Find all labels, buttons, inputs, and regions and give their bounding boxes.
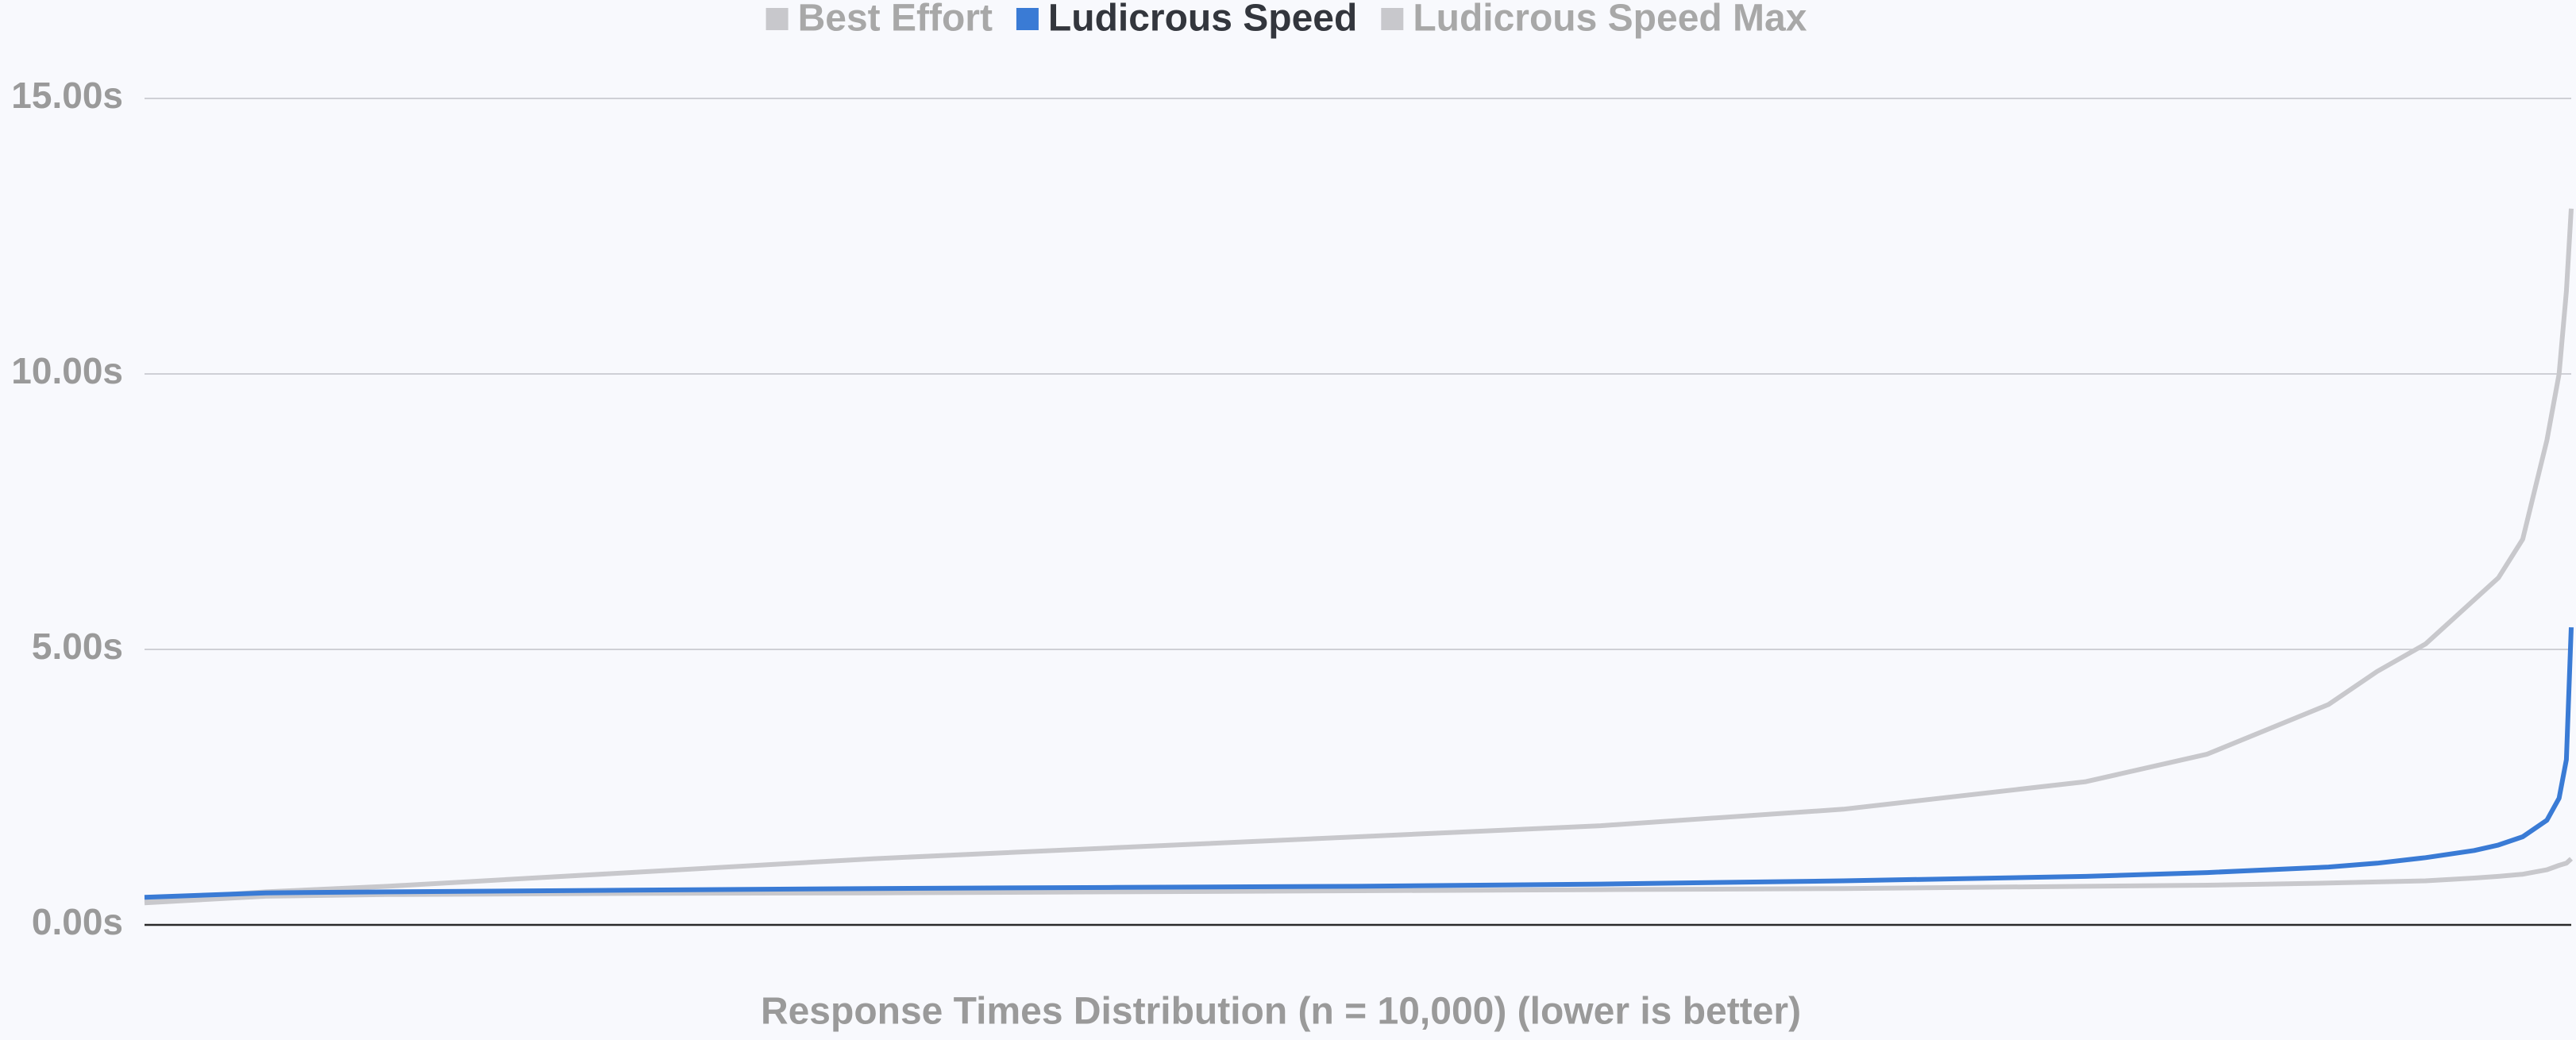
y-tick-label: 0.00s	[32, 901, 123, 942]
series-line	[144, 857, 2574, 906]
legend-swatch	[1381, 8, 1404, 30]
y-tick-label: 5.00s	[32, 626, 123, 667]
x-axis-label: Response Times Distribution (n = 10,000)…	[761, 991, 1801, 1033]
legend-label: Ludicrous Speed Max	[1413, 0, 1807, 40]
legend: Best Effort Ludicrous Speed Ludicrous Spee…	[765, 0, 1807, 40]
legend-label: Ludicrous Speed	[1048, 0, 1357, 40]
y-tick-label: 10.00s	[11, 350, 123, 391]
y-tick-label: 15.00s	[11, 75, 123, 116]
legend-swatch	[765, 8, 789, 30]
series-line	[144, 627, 2574, 900]
series-line	[144, 208, 2574, 903]
legend-swatch	[1016, 8, 1039, 30]
legend-label: Best Effort	[798, 0, 993, 40]
